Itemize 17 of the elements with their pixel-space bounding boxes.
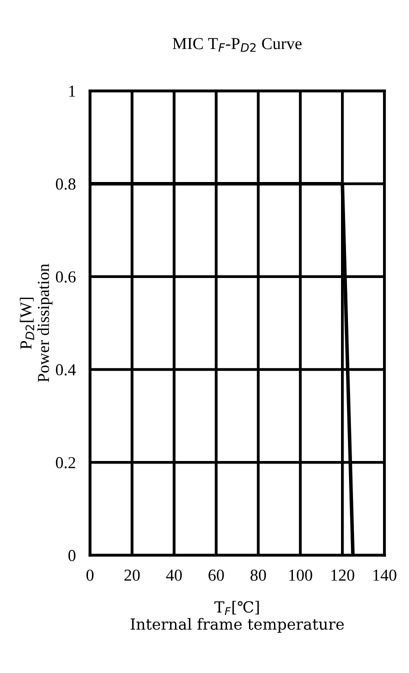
y-tick-label: 0.4 <box>56 364 76 376</box>
x-tick-label: 80 <box>250 570 266 581</box>
x-tick-label: 120 <box>331 570 354 581</box>
y-tick-label: 1 <box>69 86 76 97</box>
x-axis-title: T$_{F}$[℃] Internal frame temperature <box>130 600 344 633</box>
x-tick-label: 40 <box>166 570 182 581</box>
y-tick-label: 0 <box>68 550 76 562</box>
x-tick-label: 100 <box>289 570 312 581</box>
x-tick-label: 140 <box>373 570 396 581</box>
x-tick-label: 20 <box>124 570 140 581</box>
chart-title: MIC T$_{F}$-P$_{D2}$ Curve <box>172 38 302 52</box>
x-tick-label: 0 <box>86 570 94 581</box>
x-tick-label: 60 <box>208 570 224 581</box>
y-tick-label: 0.6 <box>56 271 76 283</box>
y-tick-label: 0.8 <box>56 178 76 190</box>
y-axis-title: P$_{D2}$[W] Power dissipation <box>20 264 52 382</box>
y-tick-label: 0.2 <box>56 457 76 468</box>
